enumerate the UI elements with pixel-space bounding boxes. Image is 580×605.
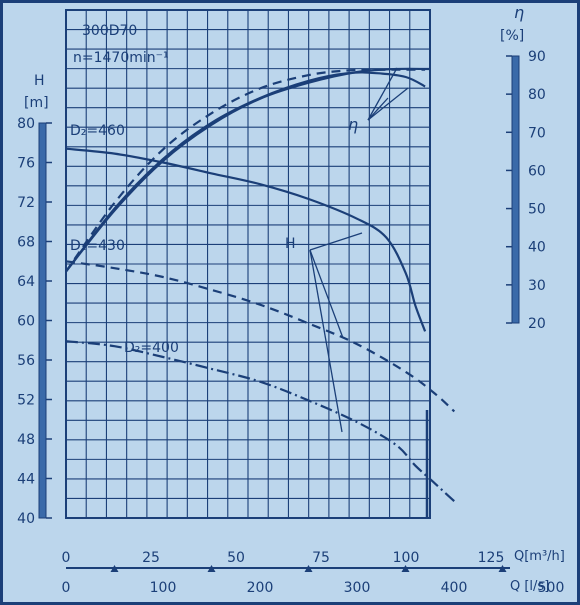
eff-tick-label: 70	[528, 125, 546, 141]
annotation-leader	[309, 249, 343, 433]
efficiency-curve-2	[65, 67, 431, 273]
chart-curves	[65, 67, 456, 518]
head-scale-bar	[38, 122, 47, 519]
eff-tick-label: 60	[528, 163, 546, 179]
annotation-leader	[367, 87, 409, 121]
curve-label-400: D₂=400	[124, 340, 179, 356]
head-tick-label: 40	[17, 511, 35, 527]
eff-annotation-label: η	[348, 115, 358, 134]
head-tick-label: 60	[17, 314, 35, 330]
eff-scale-bar	[511, 55, 520, 324]
q-ls-tick-label: 500	[538, 580, 565, 596]
q-ls-tick-label: 100	[150, 580, 177, 596]
head-tick-label: 44	[17, 472, 35, 488]
eff-tick-label: 80	[528, 87, 546, 103]
chart-labels: 40 44 48 52 56 60 64 68 72 76 80 20 30 40 50 60 70 80 90 0 2…	[17, 49, 564, 596]
chart-grid	[38, 9, 520, 519]
q-ls-mid-marker	[498, 565, 507, 572]
annotation-leader	[367, 67, 398, 121]
model-label: 300D70	[82, 23, 137, 39]
x-axis-title-ls: Q [l/s]	[510, 579, 549, 594]
plot-frame	[65, 9, 431, 519]
q-m3h-tick-label: 125	[478, 550, 505, 566]
head-tick-label: 76	[17, 156, 35, 172]
head-axis-symbol: H	[34, 73, 45, 89]
head-tick-label: 64	[17, 274, 35, 290]
q-ls-tick-label: 300	[344, 580, 371, 596]
head-annotation-label: H	[285, 236, 296, 252]
eff-tick-label: 30	[528, 278, 546, 294]
eff-axis-symbol: η	[514, 3, 524, 22]
q-ls-mid-marker	[207, 565, 216, 572]
head-tick-label: 80	[17, 116, 35, 132]
q-m3h-tick-label: 75	[312, 550, 330, 566]
eff-tick-label: 50	[528, 202, 546, 218]
efficiency-curve-1	[65, 68, 426, 273]
eff-tick-label: 20	[528, 316, 546, 332]
q-ls-mid-marker	[304, 565, 313, 572]
head-tick-label: 72	[17, 195, 35, 211]
annotation-leader	[309, 249, 344, 339]
x-axis-title-m3h: Q[m³/h]	[514, 549, 565, 564]
q-m3h-tick-label: 100	[393, 550, 420, 566]
annotation-leader	[309, 232, 363, 251]
head-curve-1	[65, 260, 456, 413]
q-ls-tick-label: 0	[62, 580, 71, 596]
head-tick-label: 48	[17, 432, 35, 448]
head-tick-label: 56	[17, 353, 35, 369]
q-ls-mid-marker	[401, 565, 410, 572]
q-m3h-tick-label: 25	[142, 550, 160, 566]
eff-tick-label: 40	[528, 240, 546, 256]
curve-label-430: D₂=430	[70, 238, 125, 254]
curve-label-460: D₂=460	[70, 123, 125, 139]
head-tick-label: 52	[17, 393, 35, 409]
q-m3h-tick-label: 50	[227, 550, 245, 566]
annotation-leader	[367, 97, 389, 121]
q-ls-tick-label: 400	[441, 580, 468, 596]
q-ls-mid-marker	[110, 565, 119, 572]
head-curve-0	[65, 147, 427, 332]
speed-label: n=1470min⁻¹	[73, 50, 169, 66]
head-tick-label: 68	[17, 235, 35, 251]
q-m3h-tick-label: 0	[62, 550, 71, 566]
eff-axis-unit: [%]	[500, 28, 524, 44]
q-ls-tick-label: 200	[247, 580, 274, 596]
head-curve-2	[65, 340, 456, 503]
eff-tick-label: 90	[528, 49, 546, 65]
head-axis-unit: [m]	[24, 95, 49, 111]
